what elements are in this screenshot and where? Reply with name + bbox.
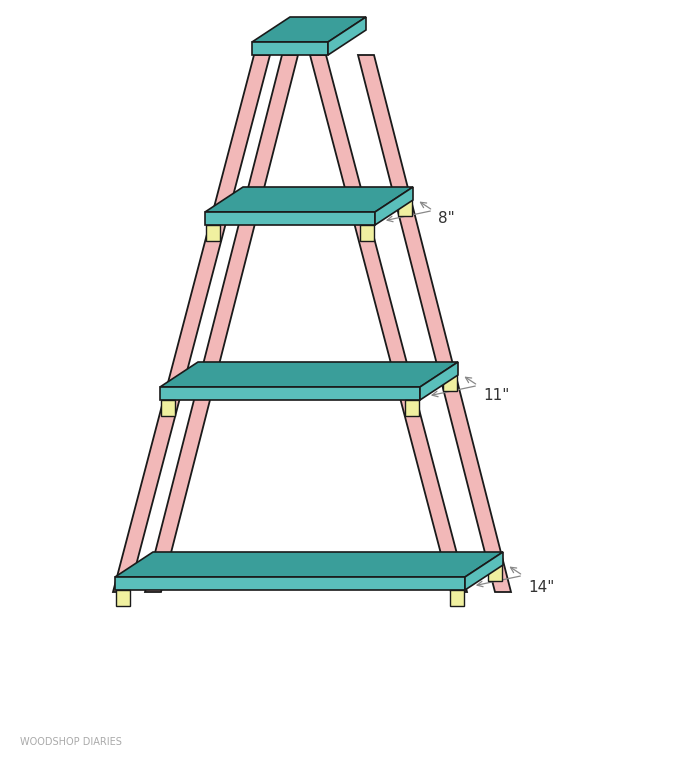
Bar [443, 375, 457, 391]
Bar [206, 225, 220, 241]
Text: WOODSHOP DIARIES: WOODSHOP DIARIES [20, 737, 122, 747]
Bar [161, 400, 175, 416]
Bar [154, 565, 168, 581]
Bar [488, 565, 502, 581]
Polygon shape [160, 362, 458, 387]
Bar [398, 200, 412, 216]
Text: 8": 8" [438, 211, 455, 226]
Polygon shape [113, 55, 270, 592]
Bar [116, 590, 130, 606]
Bar [450, 590, 464, 606]
Polygon shape [252, 42, 328, 55]
Polygon shape [205, 212, 375, 225]
Polygon shape [252, 17, 366, 42]
Polygon shape [358, 55, 511, 592]
Polygon shape [160, 387, 420, 400]
Polygon shape [205, 187, 413, 212]
Polygon shape [145, 55, 298, 592]
Polygon shape [375, 187, 413, 225]
Polygon shape [328, 17, 366, 55]
Polygon shape [420, 362, 458, 400]
Bar [405, 400, 419, 416]
Text: 11": 11" [483, 388, 509, 403]
Text: 14": 14" [528, 580, 555, 595]
Polygon shape [310, 55, 467, 592]
Polygon shape [115, 552, 503, 577]
Polygon shape [465, 552, 503, 590]
Polygon shape [115, 577, 465, 590]
Bar [360, 225, 374, 241]
